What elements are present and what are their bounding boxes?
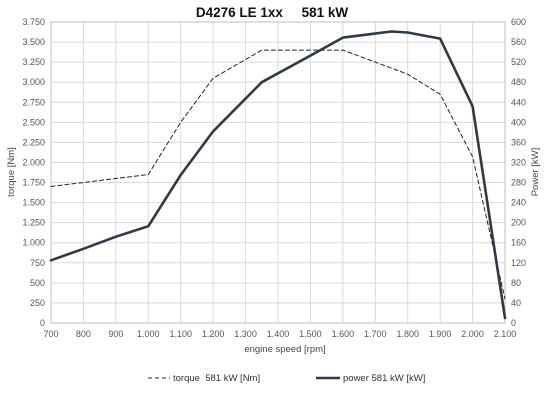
power-series-line: [49, 30, 507, 320]
y-right-tick-label: 440: [511, 97, 526, 107]
y-left-tick-label: 2.250: [22, 137, 45, 147]
torque-series-line: [50, 49, 506, 300]
x-tick-label: 900: [108, 329, 123, 339]
y-right-tick-labels: 0 40 80 120 160 200 240 280 320 360 400 440 480 520 56…: [511, 17, 526, 328]
y-left-axis-label: torque [Nm]: [6, 147, 17, 197]
x-tick-label: 1.800: [396, 329, 419, 339]
y-right-tick-label: 240: [511, 198, 526, 208]
legend: torque 581 kW [Nm] power 581 kW [kW]: [148, 373, 425, 384]
y-right-tick-label: 360: [511, 137, 526, 147]
y-right-tick-label: 40: [511, 298, 521, 308]
y-right-tick-label: 0: [511, 318, 516, 328]
x-tick-label: 1.900: [429, 329, 452, 339]
grid: [50, 21, 506, 324]
x-tick-label: 1.700: [364, 329, 387, 339]
y-left-tick-label: 3.750: [22, 17, 45, 27]
chart-title: D4276 LE 1xx 581 kW: [196, 5, 349, 20]
y-left-tick-label: 500: [30, 278, 45, 288]
y-right-tick-label: 480: [511, 77, 526, 87]
plot-area-frame: [50, 21, 506, 324]
y-left-tick-label: 2.750: [22, 97, 45, 107]
y-right-tick-label: 120: [511, 258, 526, 268]
y-left-tick-label: 3.250: [22, 57, 45, 67]
y-right-tick-label: 320: [511, 157, 526, 167]
legend-label-torque: torque 581 kW [Nm]: [173, 373, 260, 384]
x-tick-label: 1.500: [299, 329, 322, 339]
y-left-tick-labels: 0 250 500 750 1.000 1.250 1.500 1.750 2.000 2.250…: [22, 17, 45, 328]
x-tick-label: 1.400: [267, 329, 290, 339]
x-tick-label: 2.000: [461, 329, 484, 339]
y-right-tick-label: 280: [511, 178, 526, 188]
y-right-axis-label: Power [kW]: [530, 148, 541, 197]
x-tick-label: 800: [76, 329, 91, 339]
legend-label-power: power 581 kW [kW]: [343, 373, 425, 384]
x-tick-labels: 700 800 900 1.000 1.100 1.200 1.300 1.400 1.500 1…: [43, 329, 516, 339]
axes: [50, 21, 506, 324]
series-group: [49, 30, 507, 320]
x-tick-label: 700: [43, 329, 58, 339]
x-tick-label: 1.000: [137, 329, 160, 339]
y-right-tick-label: 200: [511, 218, 526, 228]
y-left-tick-label: 1.750: [22, 178, 45, 188]
y-right-tick-label: 560: [511, 37, 526, 47]
y-left-tick-label: 2.500: [22, 117, 45, 127]
y-left-tick-label: 3.500: [22, 37, 45, 47]
x-tick-label: 2.100: [494, 329, 517, 339]
x-tick-label: 1.100: [169, 329, 192, 339]
x-tick-label: 1.200: [202, 329, 225, 339]
y-right-tick-label: 520: [511, 57, 526, 67]
y-left-tick-label: 2.000: [22, 157, 45, 167]
x-tick-label: 1.300: [234, 329, 257, 339]
y-left-tick-label: 1.000: [22, 238, 45, 248]
x-tick-label: 1.600: [332, 329, 355, 339]
y-left-tick-label: 3.000: [22, 77, 45, 87]
y-right-tick-label: 600: [511, 17, 526, 27]
y-right-tick-label: 400: [511, 117, 526, 127]
y-left-tick-label: 1.500: [22, 198, 45, 208]
y-left-tick-label: 1.250: [22, 218, 45, 228]
x-axis-label: engine speed [rpm]: [244, 344, 325, 355]
y-left-tick-label: 250: [30, 298, 45, 308]
y-left-tick-label: 750: [30, 258, 45, 268]
y-left-tick-label: 0: [40, 318, 45, 328]
y-right-tick-label: 160: [511, 238, 526, 248]
y-right-tick-label: 80: [511, 278, 521, 288]
